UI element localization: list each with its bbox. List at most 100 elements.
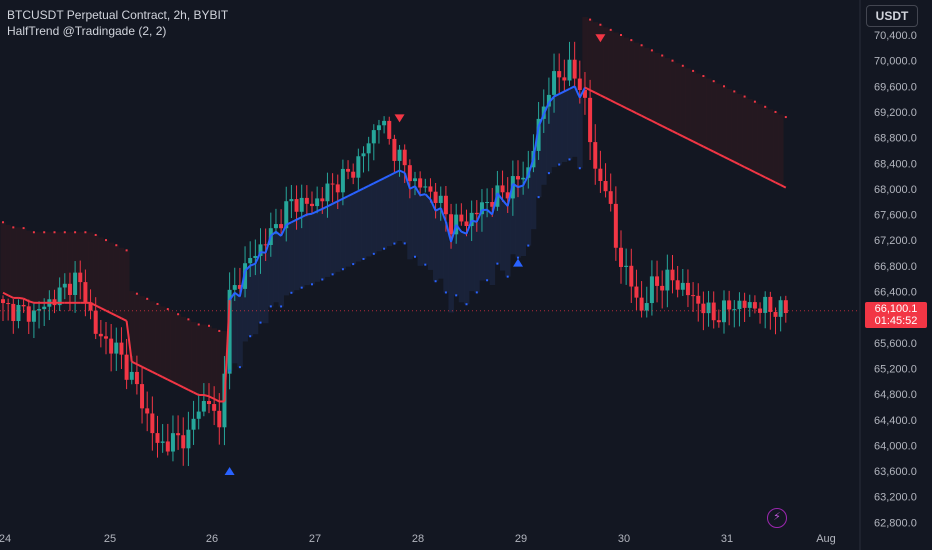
lightning-icon[interactable]: ⚡ <box>767 508 787 528</box>
candle[interactable] <box>423 178 428 193</box>
time-axis[interactable]: 24 25 26 27 28 29 30 31 Aug <box>0 533 836 545</box>
candle[interactable] <box>691 282 696 312</box>
candle[interactable] <box>315 186 320 214</box>
candle[interactable] <box>639 281 644 318</box>
candle[interactable] <box>768 291 773 330</box>
candle[interactable] <box>186 411 191 467</box>
candle[interactable] <box>201 383 206 417</box>
candle[interactable] <box>500 170 505 202</box>
candle[interactable] <box>263 228 268 262</box>
indicator-legend[interactable]: HalfTrend @Tradingade (2, 2) <box>7 24 167 38</box>
candle[interactable] <box>114 327 119 371</box>
candle[interactable] <box>675 265 680 298</box>
candle[interactable] <box>608 173 613 212</box>
candle[interactable] <box>37 301 42 329</box>
candle[interactable] <box>433 182 438 219</box>
candle[interactable] <box>273 208 278 235</box>
candle[interactable] <box>582 72 587 115</box>
candle[interactable] <box>6 298 11 321</box>
candle[interactable] <box>485 188 490 218</box>
candle[interactable] <box>557 53 562 94</box>
candle[interactable] <box>474 200 479 232</box>
candle[interactable] <box>454 203 459 244</box>
candle[interactable] <box>346 160 351 180</box>
candle[interactable] <box>351 163 356 185</box>
candle[interactable] <box>387 116 392 145</box>
candle[interactable] <box>711 291 716 329</box>
candle[interactable] <box>31 303 36 339</box>
candle[interactable] <box>598 150 603 193</box>
candle[interactable] <box>706 290 711 327</box>
candle[interactable] <box>567 41 572 87</box>
candle[interactable] <box>207 383 211 414</box>
candle[interactable] <box>593 124 598 185</box>
candle[interactable] <box>248 241 253 277</box>
candle[interactable] <box>552 53 557 113</box>
candle[interactable] <box>644 286 649 318</box>
candle[interactable] <box>325 172 330 218</box>
candle[interactable] <box>237 267 242 295</box>
candle[interactable] <box>294 185 299 230</box>
candle[interactable] <box>376 119 381 144</box>
candle[interactable] <box>418 171 423 197</box>
candle[interactable] <box>505 177 510 213</box>
candle[interactable] <box>104 322 108 355</box>
candle[interactable] <box>402 144 407 184</box>
candle[interactable] <box>613 186 618 261</box>
candle[interactable] <box>562 59 567 92</box>
candle[interactable] <box>371 124 376 161</box>
candle[interactable] <box>279 209 284 237</box>
candle[interactable] <box>773 307 778 335</box>
candle[interactable] <box>145 391 150 432</box>
candle[interactable] <box>73 261 78 313</box>
candle[interactable] <box>701 291 706 331</box>
candle[interactable] <box>495 170 500 211</box>
candle[interactable] <box>140 367 145 424</box>
candle[interactable] <box>160 424 165 453</box>
candle[interactable] <box>778 296 783 332</box>
candle[interactable] <box>366 136 371 172</box>
candle[interactable] <box>67 272 72 311</box>
candle[interactable] <box>150 396 155 451</box>
candle[interactable] <box>665 254 670 308</box>
candle[interactable] <box>304 185 309 217</box>
candle[interactable] <box>165 423 170 456</box>
candle[interactable] <box>253 239 258 276</box>
candle[interactable] <box>109 323 114 372</box>
candle[interactable] <box>289 184 294 219</box>
candle[interactable] <box>619 230 623 284</box>
candle[interactable] <box>191 400 196 445</box>
candle[interactable] <box>634 269 639 311</box>
candle[interactable] <box>783 295 788 323</box>
candle[interactable] <box>181 417 186 466</box>
candle[interactable] <box>88 289 93 320</box>
candle[interactable] <box>212 386 217 426</box>
candle[interactable] <box>1 295 5 321</box>
candle[interactable] <box>196 393 201 430</box>
candle[interactable] <box>670 254 675 294</box>
candle[interactable] <box>521 161 526 195</box>
candle[interactable] <box>685 269 690 308</box>
candle[interactable] <box>134 355 139 395</box>
candle[interactable] <box>57 277 62 312</box>
candle[interactable] <box>747 294 752 317</box>
candle[interactable] <box>727 290 732 326</box>
candle[interactable] <box>649 260 654 316</box>
candle[interactable] <box>98 319 103 348</box>
candle[interactable] <box>546 77 551 124</box>
candle[interactable] <box>716 309 721 328</box>
candle[interactable] <box>516 160 520 198</box>
candle[interactable] <box>413 171 417 196</box>
candle[interactable] <box>83 269 88 317</box>
candle[interactable] <box>176 415 181 450</box>
candle[interactable] <box>758 302 763 324</box>
candle[interactable] <box>438 186 443 221</box>
candle[interactable] <box>392 134 397 173</box>
candle[interactable] <box>763 291 768 329</box>
candle[interactable] <box>356 148 361 190</box>
candle[interactable] <box>78 260 83 300</box>
candle[interactable] <box>660 270 665 309</box>
candle[interactable] <box>722 290 726 334</box>
